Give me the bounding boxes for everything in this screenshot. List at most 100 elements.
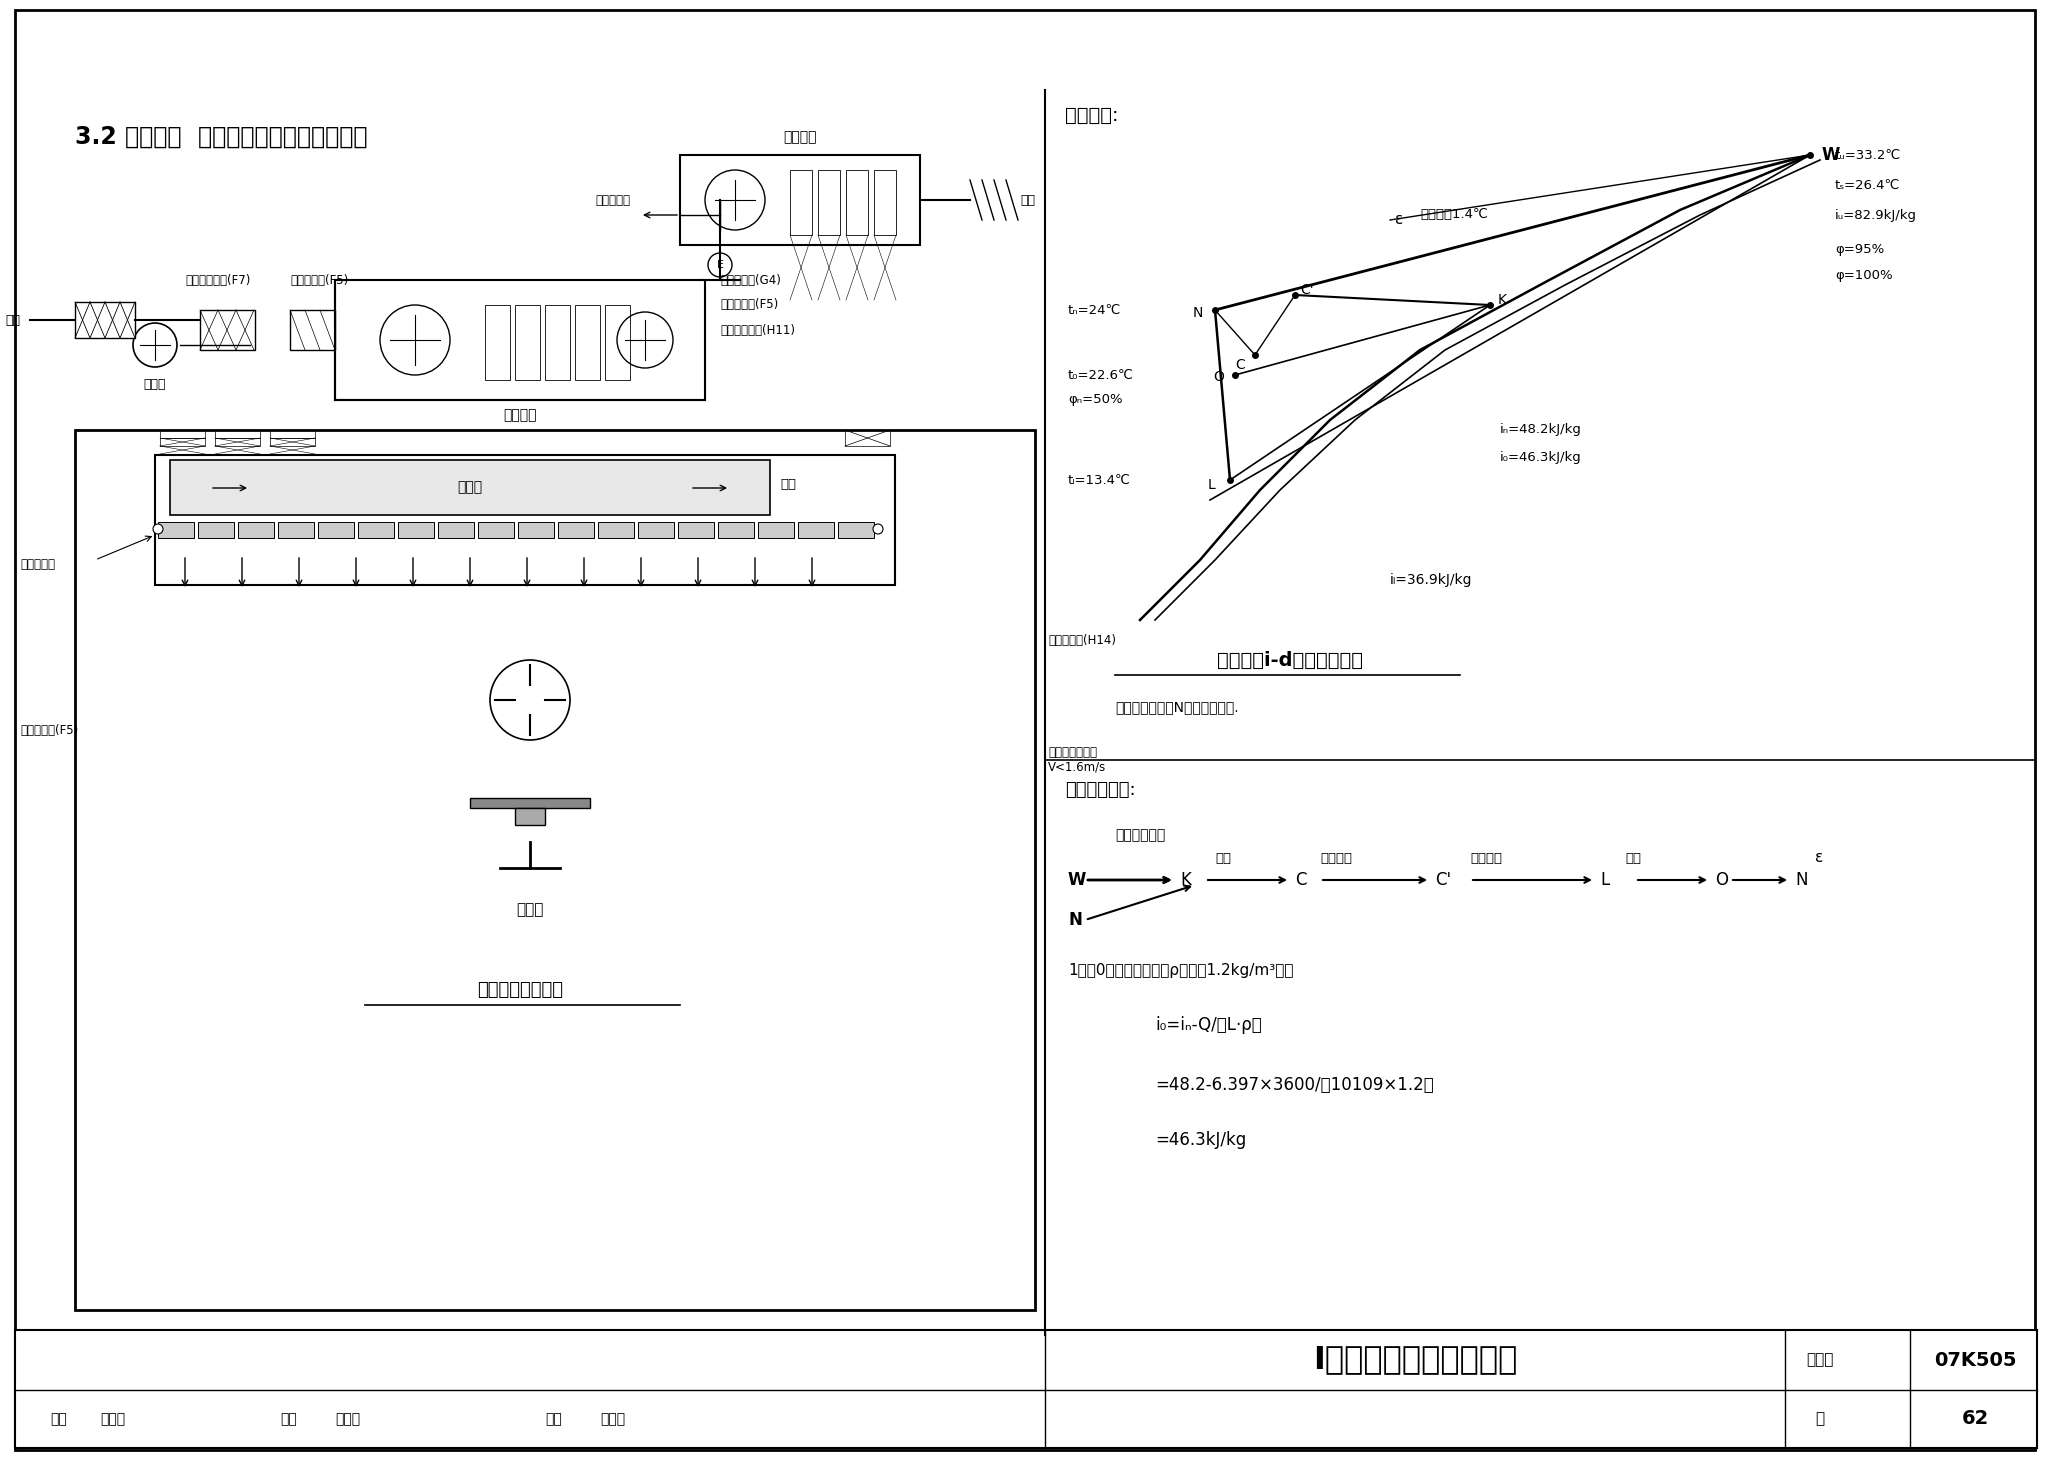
Text: N: N xyxy=(1794,871,1808,888)
Text: 注：新风处理至N点的等焓线上.: 注：新风处理至N点的等焓线上. xyxy=(1114,700,1239,714)
Bar xyxy=(817,169,840,235)
Text: 冷却减湿: 冷却减湿 xyxy=(1470,852,1501,865)
Text: =48.2-6.397×3600/（10109×1.2）: =48.2-6.397×3600/（10109×1.2） xyxy=(1155,1075,1434,1094)
Bar xyxy=(791,169,811,235)
Text: 室外: 室外 xyxy=(4,314,20,326)
Bar xyxy=(838,522,874,538)
Text: 3.2 方案二：  新风集中处理一次回风系统: 3.2 方案二： 新风集中处理一次回风系统 xyxy=(76,126,367,149)
Text: C: C xyxy=(1294,871,1307,888)
Bar xyxy=(680,155,920,245)
Text: ε: ε xyxy=(1395,212,1403,228)
Bar xyxy=(201,310,256,351)
Text: 高中效过滤器(F7): 高中效过滤器(F7) xyxy=(184,273,250,286)
Text: 中效过滤器(F5): 中效过滤器(F5) xyxy=(721,298,778,311)
Bar xyxy=(158,522,195,538)
Bar xyxy=(514,808,545,825)
Text: 07K505: 07K505 xyxy=(1933,1350,2015,1369)
Text: 高效过滤器(H14): 高效过滤器(H14) xyxy=(1049,634,1116,647)
Text: iₗ=36.9kJ/kg: iₗ=36.9kJ/kg xyxy=(1391,573,1473,587)
Text: tᵤ=33.2℃: tᵤ=33.2℃ xyxy=(1835,149,1901,162)
Circle shape xyxy=(154,524,164,535)
Text: 62: 62 xyxy=(1962,1410,1989,1429)
Text: 新风机组: 新风机组 xyxy=(782,130,817,145)
Text: K: K xyxy=(1497,294,1507,307)
Text: 纱网阻尼层: 纱网阻尼层 xyxy=(20,558,55,571)
Bar xyxy=(598,522,635,538)
Text: L: L xyxy=(1599,871,1610,888)
Text: C': C' xyxy=(1436,871,1452,888)
Bar xyxy=(358,522,393,538)
Text: 灯带: 灯带 xyxy=(780,479,797,491)
Text: =46.3kJ/kg: =46.3kJ/kg xyxy=(1155,1131,1247,1148)
Bar xyxy=(270,438,315,446)
Text: 手术室: 手术室 xyxy=(516,903,543,918)
Bar xyxy=(846,430,891,446)
Text: 图集号: 图集号 xyxy=(1806,1353,1833,1367)
Bar xyxy=(317,522,354,538)
Circle shape xyxy=(133,323,176,367)
Bar xyxy=(477,522,514,538)
Text: L: L xyxy=(1208,478,1217,492)
Text: 校对: 校对 xyxy=(281,1411,297,1426)
Bar xyxy=(604,305,631,380)
Text: N: N xyxy=(1194,305,1204,320)
Bar xyxy=(438,522,473,538)
Text: ε: ε xyxy=(1815,850,1823,865)
Text: 风机温升: 风机温升 xyxy=(1321,852,1352,865)
Bar xyxy=(874,169,897,235)
Bar xyxy=(545,305,569,380)
Bar xyxy=(518,522,555,538)
Text: t₀=22.6℃: t₀=22.6℃ xyxy=(1067,368,1135,381)
Bar xyxy=(846,169,868,235)
Bar xyxy=(279,522,313,538)
Bar xyxy=(514,305,541,380)
Bar xyxy=(160,430,205,438)
Text: 赵文成: 赵文成 xyxy=(600,1411,625,1426)
Text: 静压箱: 静压箱 xyxy=(457,481,483,494)
Text: N: N xyxy=(1067,912,1081,929)
Text: 室外: 室外 xyxy=(1020,193,1034,206)
Text: 混合: 混合 xyxy=(1214,852,1231,865)
Text: i₀=iₙ-Q/（L·ρ）: i₀=iₙ-Q/（L·ρ） xyxy=(1155,1015,1262,1034)
Text: 竖向铝合金风口
V<1.6m/s: 竖向铝合金风口 V<1.6m/s xyxy=(1049,747,1106,774)
Text: 新风集中处理: 新风集中处理 xyxy=(1114,828,1165,842)
Bar xyxy=(291,310,336,351)
Bar xyxy=(156,454,895,584)
Text: 空气处理过程:: 空气处理过程: xyxy=(1065,782,1137,799)
Text: 1）求0点（湿空气密度ρ近似取1.2kg/m³）：: 1）求0点（湿空气密度ρ近似取1.2kg/m³）： xyxy=(1067,963,1294,977)
Text: Ⅰ级手术室设计工程实例: Ⅰ级手术室设计工程实例 xyxy=(1313,1344,1518,1375)
Text: 空调机组: 空调机组 xyxy=(504,408,537,422)
Text: W: W xyxy=(1067,871,1085,888)
Bar xyxy=(238,522,274,538)
Text: E: E xyxy=(717,260,723,270)
Text: 设计: 设计 xyxy=(545,1411,561,1426)
Bar xyxy=(485,305,510,380)
Bar xyxy=(678,522,715,538)
Text: 再热: 再热 xyxy=(1624,852,1640,865)
Text: 至其他系统: 至其他系统 xyxy=(596,193,631,206)
Text: i₀=46.3kJ/kg: i₀=46.3kJ/kg xyxy=(1499,451,1581,465)
Circle shape xyxy=(709,253,731,278)
Text: W: W xyxy=(1823,146,1841,164)
Bar xyxy=(799,522,834,538)
Text: O: O xyxy=(1714,871,1729,888)
Text: 夏季工况i-d图（方案二）: 夏季工况i-d图（方案二） xyxy=(1217,650,1364,669)
Bar xyxy=(557,522,594,538)
Text: 袁白妹: 袁白妹 xyxy=(100,1411,125,1426)
Text: φ=100%: φ=100% xyxy=(1835,269,1892,282)
Text: K: K xyxy=(1180,871,1190,888)
Text: φₙ=50%: φₙ=50% xyxy=(1067,393,1122,406)
Text: C: C xyxy=(1235,358,1245,373)
Text: 中效过滤器(F5): 中效过滤器(F5) xyxy=(291,273,348,286)
Text: φ=95%: φ=95% xyxy=(1835,244,1884,257)
Text: 排风机: 排风机 xyxy=(143,378,166,392)
Bar xyxy=(76,430,1034,1311)
Text: C': C' xyxy=(1300,283,1313,297)
Text: iᵤ=82.9kJ/kg: iᵤ=82.9kJ/kg xyxy=(1835,209,1917,222)
Text: tₗ=13.4℃: tₗ=13.4℃ xyxy=(1067,473,1130,487)
Bar xyxy=(215,430,260,438)
Bar xyxy=(160,438,205,446)
Text: 系统图（方案二）: 系统图（方案二） xyxy=(477,980,563,999)
Text: 亚高效过滤器(H11): 亚高效过滤器(H11) xyxy=(721,323,795,336)
Text: 李玉梅: 李玉梅 xyxy=(336,1411,360,1426)
